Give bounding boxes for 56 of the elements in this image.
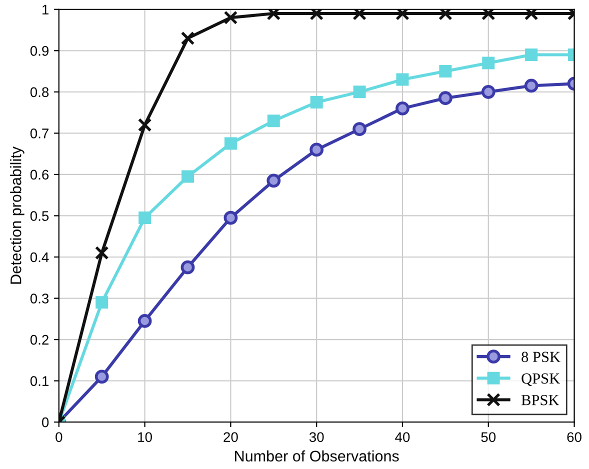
point: [353, 86, 366, 98]
y-tick-label: 0.4: [30, 252, 49, 262]
point: [439, 65, 452, 78]
point: [310, 142, 324, 157]
y-tick-label: 0.1: [30, 376, 48, 386]
point: [94, 246, 109, 260]
y-tick-label: 0.7: [30, 128, 48, 138]
x-tick-label: 10: [138, 432, 152, 442]
point: [438, 91, 452, 106]
point: [266, 174, 281, 188]
legend-label: 8 PSK: [522, 352, 560, 362]
x-tick-label: 50: [481, 432, 496, 442]
x-axis-title: Number of Observations: [235, 450, 399, 462]
point: [138, 212, 152, 224]
x-tick-label: 30: [309, 432, 324, 442]
legend-label: QPSK: [522, 373, 560, 386]
point: [180, 260, 195, 274]
point: [94, 370, 109, 384]
point: [352, 9, 366, 20]
point: [224, 210, 238, 225]
x-tick-label: 60: [567, 432, 582, 442]
y-tick-label: 0.5: [30, 211, 49, 221]
x-tick-label: 20: [224, 432, 238, 442]
y-axis-title: Detection probability: [10, 146, 24, 284]
point: [396, 9, 410, 20]
point: [525, 48, 538, 62]
point: [181, 170, 194, 183]
point: [138, 314, 152, 328]
point: [524, 9, 538, 20]
y-tick-label: 0.9: [30, 46, 49, 56]
point: [310, 96, 323, 108]
y-tick-label: 0.3: [30, 294, 49, 304]
point: [352, 122, 366, 136]
y-tick-label: 1: [42, 4, 48, 14]
point: [482, 56, 495, 70]
point: [396, 73, 409, 86]
point: [267, 114, 280, 128]
point: [96, 296, 108, 309]
point: [224, 10, 238, 25]
legend-label: BPSK: [521, 394, 560, 406]
y-tick-label: 0: [42, 417, 49, 428]
point: [180, 31, 195, 46]
point: [310, 9, 324, 20]
point: [524, 78, 538, 93]
point: [481, 84, 496, 99]
point: [396, 101, 410, 116]
point: [481, 9, 496, 20]
point: [438, 9, 452, 20]
point: [138, 118, 152, 132]
x-tick-label: 40: [395, 432, 410, 442]
x-tick-label: 0: [56, 432, 62, 442]
point: [224, 137, 237, 150]
y-tick-label: 0.6: [30, 170, 49, 180]
point: [266, 9, 281, 20]
y-tick-label: 0.2: [30, 334, 48, 345]
y-tick-label: 0.8: [30, 87, 49, 98]
